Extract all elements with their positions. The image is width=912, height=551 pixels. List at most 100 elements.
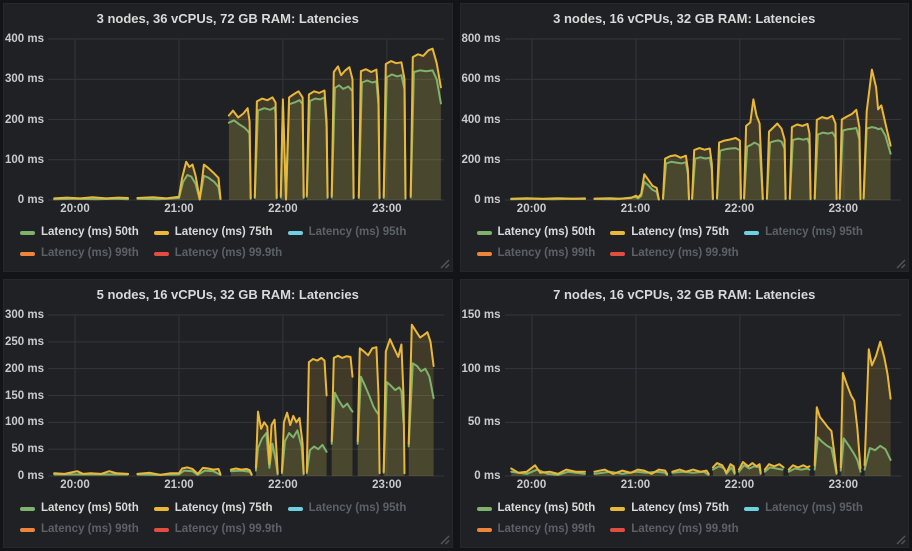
series-line-50th — [280, 429, 305, 476]
series-line-50th — [763, 466, 783, 473]
panel-title[interactable]: 3 nodes, 16 vCPUs, 32 GB RAM: Latencies — [553, 11, 816, 26]
y-tick-label: 0 ms — [474, 470, 501, 482]
series-area-75th — [383, 339, 405, 476]
legend-item-95th[interactable]: Latency (ms) 95th — [287, 222, 407, 243]
legend-label: Latency (ms) 99.9th — [174, 523, 283, 535]
series-line-75th — [409, 47, 442, 197]
legend-item-99.9th[interactable]: Latency (ms) 99.9th — [610, 243, 739, 264]
series-area-50th — [281, 430, 304, 476]
series-area-50th — [691, 157, 713, 200]
legend-swatch-icon — [287, 506, 303, 511]
panel-resize-grip[interactable] — [440, 535, 450, 545]
legend-item-50th[interactable]: Latency (ms) 50th — [20, 222, 139, 243]
series-line-75th — [742, 98, 764, 200]
legend-label: Latency (ms) 99.9th — [174, 247, 283, 259]
series-area-50th — [280, 100, 304, 200]
plot-area[interactable] — [48, 309, 444, 477]
plot-area[interactable] — [48, 33, 444, 201]
series-area-75th — [408, 324, 434, 476]
legend-item-75th[interactable]: Latency (ms) 75th — [610, 498, 729, 519]
series-area-50th — [383, 382, 404, 476]
series-line-75th — [661, 154, 690, 200]
legend-item-99.9th[interactable]: Latency (ms) 99.9th — [610, 519, 739, 540]
panel-title[interactable]: 5 nodes, 16 vCPUs, 32 GB RAM: Latencies — [96, 287, 359, 302]
legend-item-50th[interactable]: Latency (ms) 50th — [20, 498, 139, 519]
legend-item-99th[interactable]: Latency (ms) 99th — [20, 519, 139, 540]
y-tick-label: 50 ms — [11, 443, 44, 456]
legend-item-99th[interactable]: Latency (ms) 99th — [476, 243, 595, 264]
legend-label: Latency (ms) 95th — [765, 502, 863, 514]
series-area-50th — [839, 128, 860, 200]
series-line-75th — [357, 68, 381, 199]
series-area-50th — [228, 120, 251, 200]
legend-swatch-icon — [287, 230, 303, 235]
series-area-75th — [306, 90, 328, 200]
legend-swatch-icon — [20, 527, 35, 532]
legend-item-99.9th[interactable]: Latency (ms) 99.9th — [153, 243, 283, 264]
legend-swatch-icon — [153, 506, 169, 511]
series-line-75th — [227, 107, 252, 199]
series-line-75th — [382, 60, 407, 199]
legend-item-99.9th[interactable]: Latency (ms) 99.9th — [153, 519, 283, 540]
legend-label: Latency (ms) 95th — [308, 226, 407, 238]
series-area-50th — [358, 80, 380, 200]
panel-title[interactable]: 7 nodes, 16 vCPUs, 32 GB RAM: Latencies — [553, 287, 816, 302]
y-tick-label: 200 ms — [4, 362, 44, 375]
series-line-75th — [305, 89, 329, 198]
x-tick-label: 22:00 — [268, 479, 298, 491]
legend-item-95th[interactable]: Latency (ms) 95th — [744, 498, 863, 519]
latency-panel-1: 3 nodes, 36 vCPUs, 72 GB RAM: Latencies … — [3, 3, 453, 272]
y-tick-label: 600 ms — [461, 73, 501, 86]
series-area-50th — [593, 181, 659, 200]
legend-label: Latency (ms) 50th — [497, 502, 596, 514]
panel-resize-grip[interactable] — [896, 535, 906, 545]
legend: Latency (ms) 50th Latency (ms) 75th Latenc… — [8, 222, 448, 264]
series-line-50th — [136, 174, 222, 201]
legend-item-99th[interactable]: Latency (ms) 99th — [476, 519, 596, 540]
series-line-75th — [382, 338, 406, 475]
series-area-75th — [662, 155, 689, 200]
series-line-50th — [670, 470, 710, 476]
legend-item-75th[interactable]: Latency (ms) 75th — [153, 222, 273, 243]
plot-area[interactable] — [504, 33, 901, 201]
series-line-50th — [382, 381, 405, 474]
series-line-75th — [254, 410, 279, 475]
legend-label: Latency (ms) 50th — [497, 226, 596, 238]
legend-item-75th[interactable]: Latency (ms) 75th — [153, 498, 273, 519]
series-line-75th — [765, 122, 787, 200]
legend-item-95th[interactable]: Latency (ms) 95th — [287, 498, 406, 519]
series-line-75th — [670, 468, 710, 475]
y-axis-labels: 0 ms 200 ms 400 ms 600 ms 800 ms — [461, 33, 505, 206]
plot-area[interactable] — [504, 309, 901, 477]
series-area-75th — [331, 355, 353, 476]
legend-swatch-icon — [476, 230, 492, 235]
legend-item-95th[interactable]: Latency (ms) 95th — [744, 222, 863, 243]
series-line-50th — [330, 391, 354, 445]
series-area-75th — [228, 108, 251, 200]
series-area-50th — [766, 140, 786, 200]
x-tick-label: 20:00 — [60, 203, 90, 215]
panel-resize-grip[interactable] — [440, 259, 450, 269]
legend-swatch-icon — [20, 230, 35, 235]
series-area-50th — [408, 363, 434, 476]
panel-title[interactable]: 3 nodes, 36 vCPUs, 72 GB RAM: Latencies — [96, 11, 359, 26]
series-line-75th — [407, 323, 435, 445]
series-area-75th — [254, 97, 277, 200]
series-area-75th — [840, 373, 860, 476]
legend-item-75th[interactable]: Latency (ms) 75th — [610, 222, 729, 243]
series-area-50th — [712, 466, 735, 476]
series-area-75th — [281, 412, 304, 476]
legend-label: Latency (ms) 99th — [41, 523, 139, 535]
legend-item-50th[interactable]: Latency (ms) 50th — [476, 222, 596, 243]
series-line-75th — [305, 356, 328, 473]
legend-label: Latency (ms) 99th — [497, 523, 596, 535]
series-line-50th — [592, 470, 668, 476]
legend-label: Latency (ms) 50th — [41, 226, 139, 238]
panel-resize-grip[interactable] — [896, 259, 906, 269]
legend-item-50th[interactable]: Latency (ms) 50th — [476, 498, 596, 519]
series-area-50th — [331, 85, 354, 200]
series-area-50th — [864, 445, 891, 476]
legend-label: Latency (ms) 99.9th — [631, 523, 739, 535]
legend-item-99th[interactable]: Latency (ms) 99th — [20, 243, 139, 264]
legend-swatch-icon — [476, 251, 492, 256]
